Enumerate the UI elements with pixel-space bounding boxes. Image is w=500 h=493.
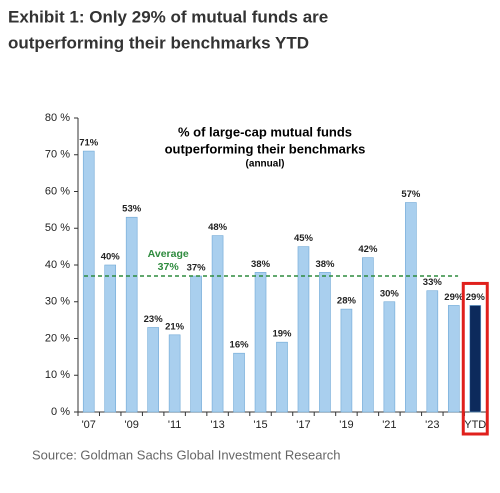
x-tick-label: '13 [210, 419, 224, 431]
value-label: 42% [358, 244, 378, 255]
bar [469, 305, 482, 413]
bar [254, 272, 267, 413]
bar [340, 308, 353, 413]
average-label: 37% [158, 261, 180, 273]
value-label: 38% [251, 259, 271, 270]
bar [82, 150, 95, 413]
value-label: 48% [208, 222, 228, 233]
value-label: 45% [294, 233, 314, 244]
y-tick-label: 50 % [45, 222, 70, 234]
bar [383, 301, 396, 413]
value-label: 53% [122, 204, 142, 215]
chart-subtitle: (annual) [246, 159, 285, 170]
bar [190, 275, 202, 413]
y-tick-label: 20 % [45, 332, 70, 344]
y-tick-label: 60 % [45, 185, 70, 197]
y-tick-label: 70 % [45, 149, 70, 161]
value-label: 28% [337, 296, 357, 307]
bar [426, 290, 439, 413]
highlight-box [461, 281, 489, 436]
bar [147, 327, 159, 413]
bar [233, 352, 245, 413]
bar [276, 341, 288, 413]
value-label: 23% [144, 314, 164, 325]
bar [362, 257, 374, 413]
value-label: 40% [101, 252, 121, 263]
value-label: 29% [444, 292, 464, 303]
chart-title-line: % of large-cap mutual funds [178, 124, 352, 139]
x-tick-label: '07 [82, 419, 96, 431]
value-label: 19% [272, 329, 292, 340]
value-label: 71% [79, 138, 99, 149]
title-line: outperforming their benchmarks YTD [8, 33, 309, 52]
bar [104, 264, 117, 413]
x-tick-label: '11 [168, 419, 182, 431]
x-tick-label: '19 [339, 419, 353, 431]
bar [447, 305, 460, 413]
value-label: 16% [230, 340, 250, 351]
value-label: 33% [423, 277, 443, 288]
title-line: Exhibit 1: Only 29% of mutual funds are [8, 7, 328, 26]
value-label: 57% [401, 189, 421, 200]
value-label: 21% [165, 321, 185, 332]
value-label: 30% [380, 288, 400, 299]
value-label: 29% [466, 292, 486, 303]
y-tick-label: 40 % [45, 259, 70, 271]
x-tick-label: '21 [382, 419, 396, 431]
y-tick-label: 80 % [45, 112, 70, 124]
bar [297, 246, 310, 413]
x-tick-label: '09 [125, 419, 139, 431]
x-tick-label: YTD [464, 419, 486, 431]
bar [125, 216, 138, 413]
bar [211, 235, 224, 413]
y-tick-label: 30 % [45, 296, 70, 308]
average-name: Average [148, 248, 189, 260]
value-label: 38% [315, 259, 335, 270]
value-label: 37% [187, 263, 207, 274]
source: Source: Goldman Sachs Global Investment … [32, 447, 341, 462]
bar [319, 272, 331, 413]
y-tick-label: 0 % [51, 406, 70, 418]
x-tick-label: '17 [296, 419, 310, 431]
bar [405, 202, 417, 413]
chart-title-line: outperforming their benchmarks [165, 141, 366, 156]
bar [168, 334, 181, 413]
x-tick-label: '15 [253, 419, 267, 431]
y-tick-label: 10 % [45, 369, 70, 381]
x-tick-label: '23 [425, 419, 439, 431]
